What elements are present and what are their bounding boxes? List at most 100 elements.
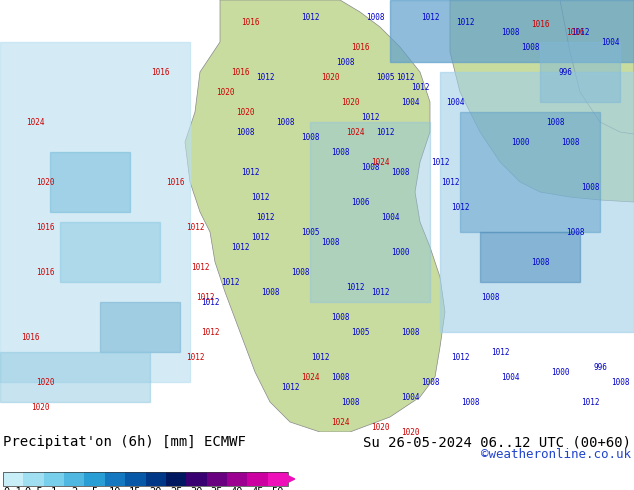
Text: 1016: 1016 [566,27,585,36]
Text: 1016: 1016 [531,20,549,28]
Bar [44,472,64,486]
Bar [0,352,150,402]
Text: 40: 40 [231,487,243,490]
Text: 20: 20 [150,487,162,490]
Text: 1012: 1012 [441,177,459,187]
Text: 1016: 1016 [36,268,55,276]
Text: 45: 45 [251,487,264,490]
Polygon shape [185,0,445,432]
Text: 1012: 1012 [311,352,329,362]
Text: 1012: 1012 [491,347,509,357]
Text: 1000: 1000 [391,247,410,256]
Text: 1008: 1008 [546,118,564,126]
Text: 1008: 1008 [566,227,585,237]
Text: 1008: 1008 [366,13,384,22]
Text: 1016: 1016 [231,68,249,76]
Bar [440,72,634,332]
Text: 1008: 1008 [481,293,499,301]
Text: 1012: 1012 [346,283,365,292]
Bar [247,472,268,486]
Text: 1024: 1024 [26,118,44,126]
Text: 1016: 1016 [351,43,369,51]
Text: 1020: 1020 [216,88,234,97]
Bar [125,472,145,486]
Text: 1000: 1000 [551,368,569,376]
Text: 1008: 1008 [521,43,540,51]
Bar [84,472,105,486]
Text: 1008: 1008 [560,138,579,147]
Text: 1020: 1020 [340,98,359,106]
Text: 25: 25 [170,487,183,490]
Text: 1000: 1000 [511,138,529,147]
Text: 1012: 1012 [301,13,320,22]
Bar [145,472,166,486]
Text: 1008: 1008 [331,147,349,156]
Text: 10: 10 [108,487,121,490]
Text: 1005: 1005 [351,327,369,337]
Text: 1005: 1005 [301,227,320,237]
Text: 1012: 1012 [451,352,469,362]
Polygon shape [560,0,634,134]
Text: 1012: 1012 [201,327,219,337]
Text: 1008: 1008 [321,238,339,246]
Text: 996: 996 [593,363,607,371]
Text: 1008: 1008 [581,182,599,192]
Text: 1012: 1012 [451,202,469,212]
Text: 1008: 1008 [336,57,354,67]
Text: 35: 35 [210,487,223,490]
Text: 1008: 1008 [461,397,479,407]
Text: 1012: 1012 [251,193,269,201]
Text: 1020: 1020 [36,177,55,187]
Text: 1020: 1020 [36,377,55,387]
Text: 1008: 1008 [501,27,519,36]
Text: 1016: 1016 [21,333,39,342]
Bar [268,472,288,486]
Text: 1008: 1008 [361,163,379,172]
Text: 1016: 1016 [165,177,184,187]
Text: 1004: 1004 [601,38,619,47]
Bar [105,472,125,486]
Bar [23,472,44,486]
Text: 1024: 1024 [371,157,389,167]
Text: 1016: 1016 [36,222,55,231]
Text: 1008: 1008 [331,313,349,321]
Text: 1008: 1008 [391,168,410,176]
Bar [64,472,84,486]
Text: 1012: 1012 [581,397,599,407]
Text: 1004: 1004 [401,98,419,106]
Text: 15: 15 [129,487,141,490]
Text: 1012: 1012 [256,213,275,221]
Bar [227,472,247,486]
Text: 1016: 1016 [241,18,259,26]
Text: 1012: 1012 [196,293,214,301]
Text: 1012: 1012 [421,13,439,22]
Text: 30: 30 [190,487,203,490]
Text: 1008: 1008 [531,258,549,267]
Bar [186,472,207,486]
Text: 1012: 1012 [186,352,204,362]
Text: 1024: 1024 [301,372,320,382]
Bar [60,222,160,282]
Text: 1008: 1008 [340,397,359,407]
Text: 1008: 1008 [331,372,349,382]
Text: 996: 996 [558,68,572,76]
Bar [50,152,130,212]
Bar [3,472,23,486]
Text: 1008: 1008 [301,132,320,142]
Text: 1020: 1020 [371,422,389,432]
Text: 1008: 1008 [401,327,419,337]
Text: 1024: 1024 [346,127,365,137]
Text: 1024: 1024 [331,417,349,426]
Text: 1006: 1006 [351,197,369,206]
Text: 0.5: 0.5 [24,487,43,490]
Text: 1008: 1008 [291,268,309,276]
Bar [480,232,580,282]
Bar [540,42,620,102]
Text: 1012: 1012 [221,277,239,287]
Text: 1012: 1012 [251,232,269,242]
Bar [310,122,430,302]
Bar [207,472,227,486]
Text: 1012: 1012 [396,73,414,81]
Text: 1020: 1020 [236,107,254,117]
Text: ©weatheronline.co.uk: ©weatheronline.co.uk [481,448,631,461]
